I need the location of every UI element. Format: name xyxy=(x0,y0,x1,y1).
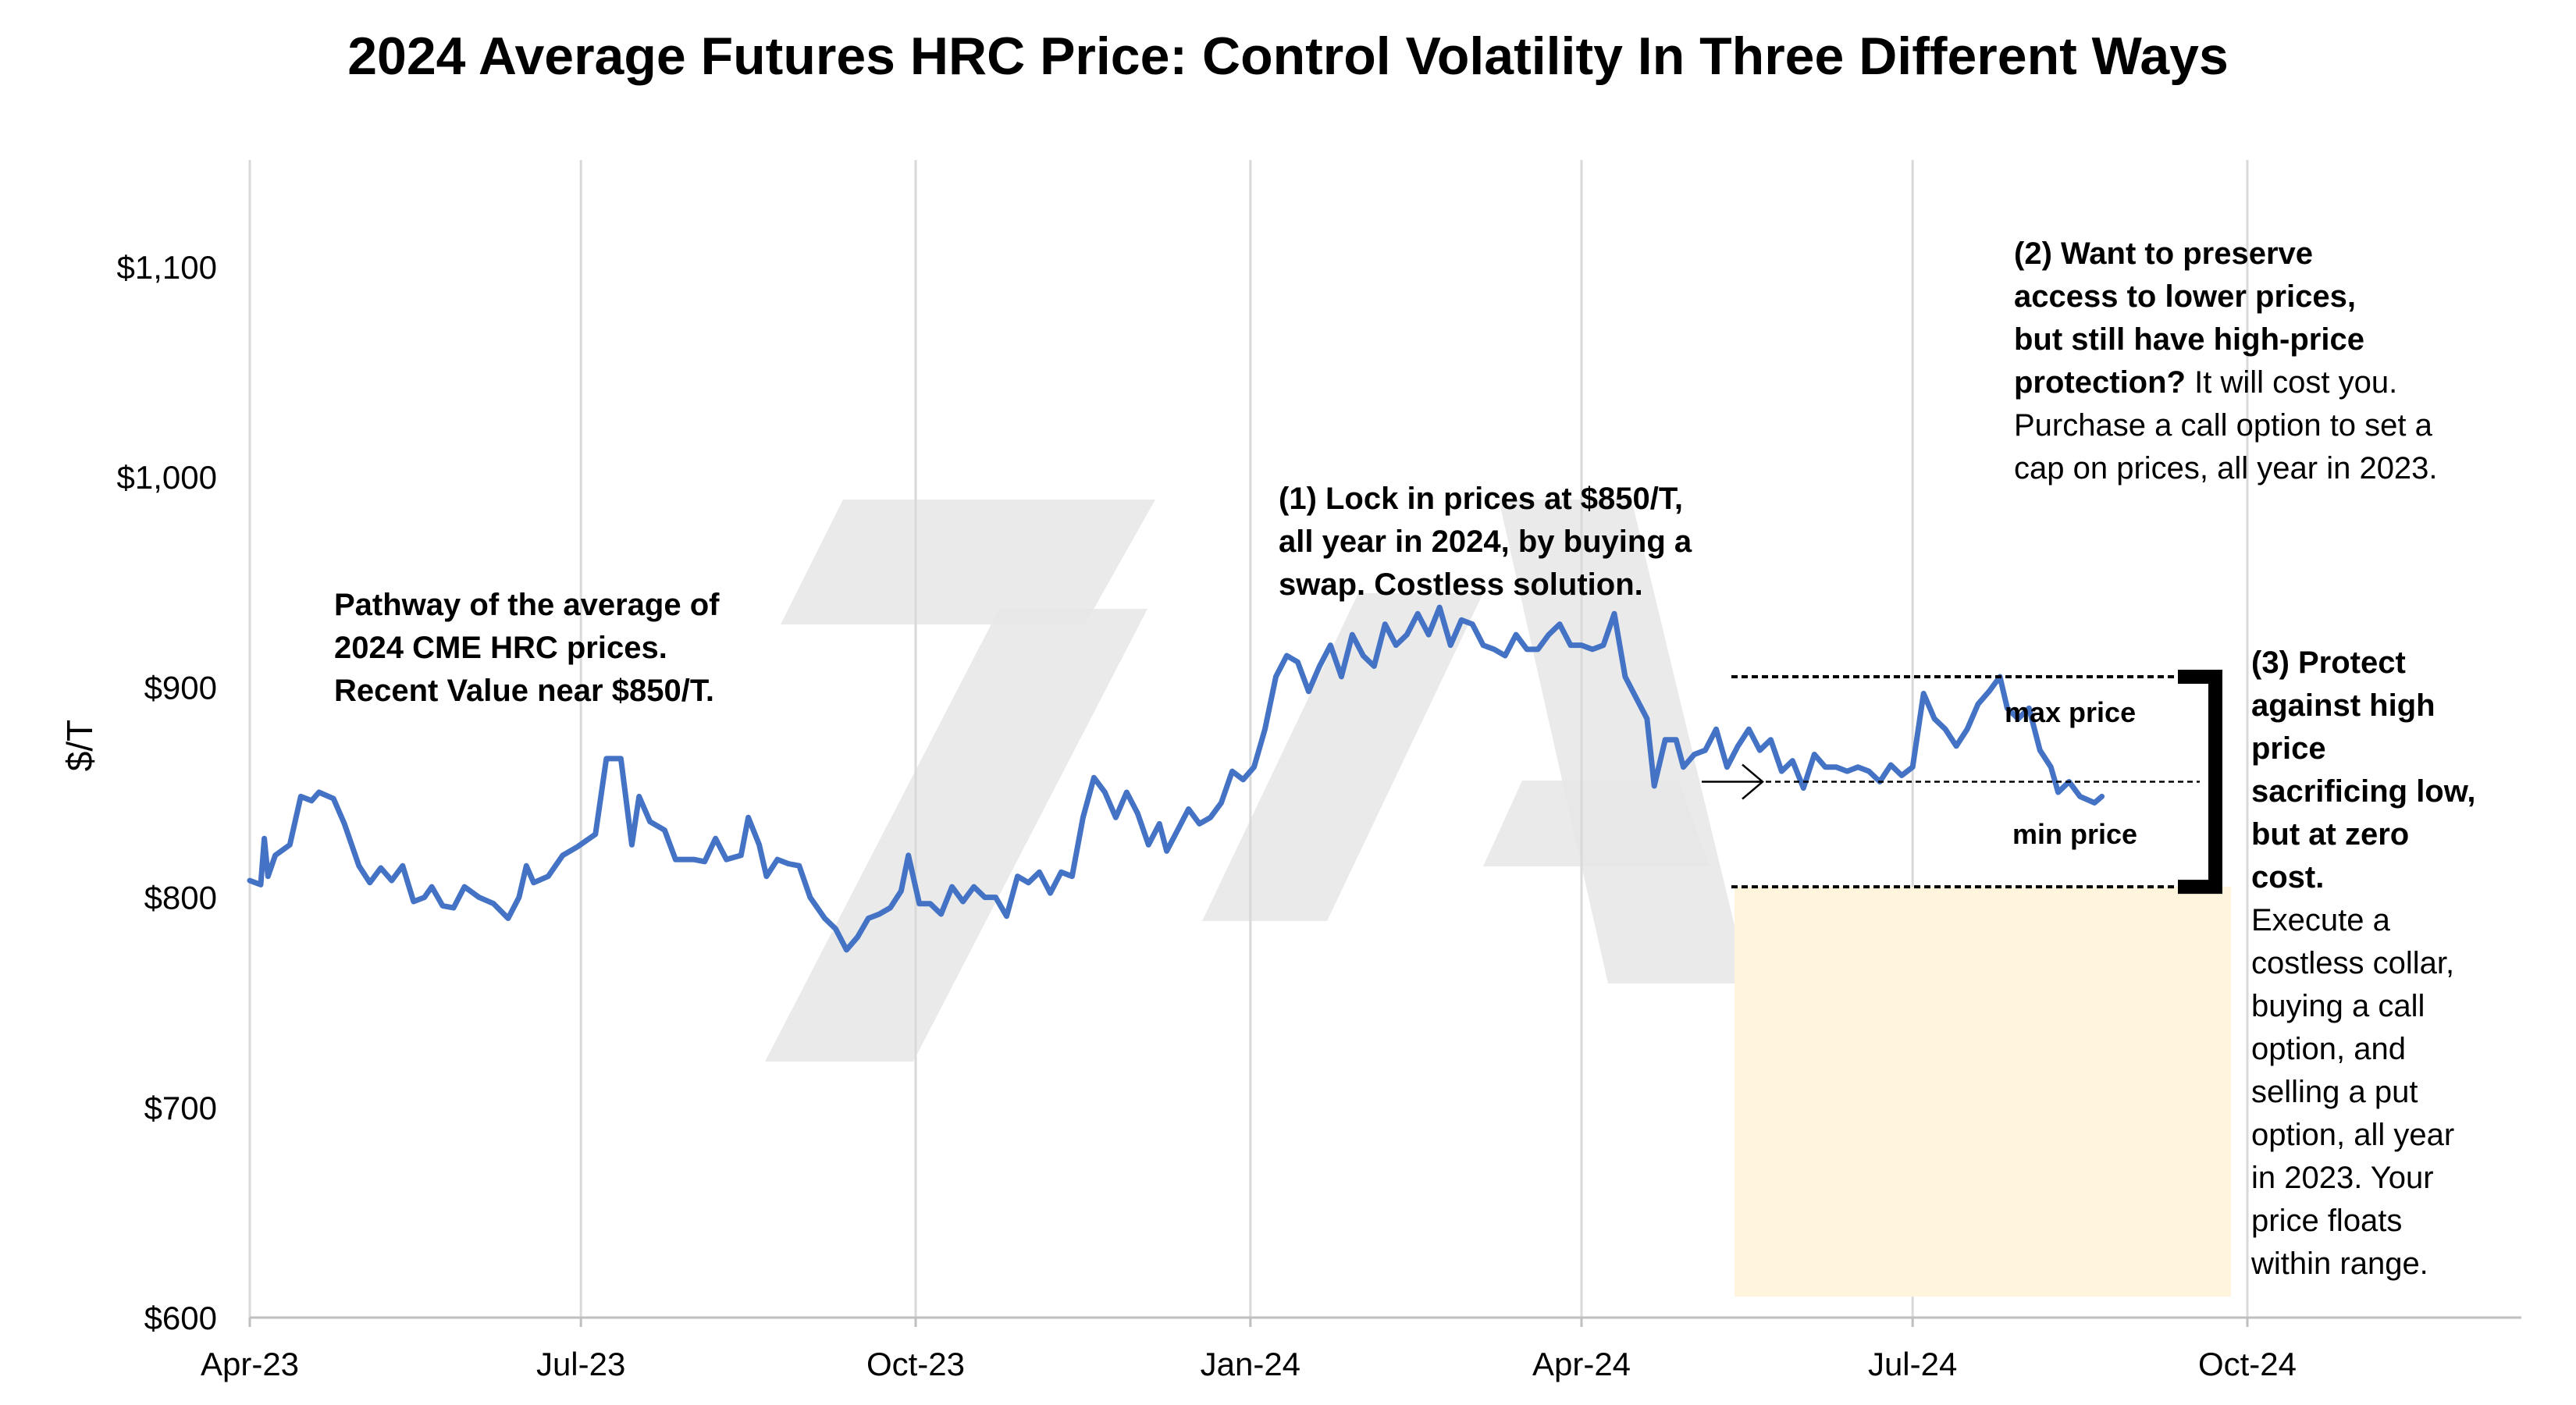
collar-bold-6: cost. xyxy=(2251,860,2325,895)
y-tick-label-600: $600 xyxy=(144,1300,217,1336)
collar-annotation: (3) Protect against high price sacrifici… xyxy=(2251,642,2532,1286)
collar-bold-5: but at zero xyxy=(2251,817,2410,852)
x-tick-label-Jan-24: Jan-24 xyxy=(1201,1346,1300,1382)
y-tick-label-1000: $1,000 xyxy=(117,459,217,496)
y-tick-label-900: $900 xyxy=(144,669,217,706)
watermark-logo xyxy=(765,500,1749,1062)
collar-rest-6: option, all year xyxy=(2251,1118,2455,1152)
swap-line-1: (1) Lock in prices at $850/T, xyxy=(1279,482,1683,516)
series-layer xyxy=(247,604,2105,953)
arrow-head xyxy=(1742,763,1764,800)
min-price-label: min price xyxy=(2012,818,2138,850)
collar-bold-2: against high xyxy=(2251,688,2435,723)
max-price-label: max price xyxy=(2005,696,2137,728)
collar-rest-3: buying a call xyxy=(2251,989,2425,1023)
call-line-1: (2) Want to preserve xyxy=(2014,237,2314,271)
call-line-2: access to lower prices, xyxy=(2014,279,2357,314)
x-axis: Apr-23 Jul-23 Oct-23 Jan-24 Apr-24 Jul-24 Oct-… xyxy=(201,1316,2521,1382)
swap-line-2: all year in 2024, by buying a xyxy=(1279,525,1692,559)
y-axis-label: $/T xyxy=(59,720,100,771)
collar-bold-1: (3) Protect xyxy=(2251,646,2406,680)
call-option-annotation: (2) Want to preserve access to lower pri… xyxy=(2014,233,2451,490)
y-tick-label-1100: $1,100 xyxy=(117,249,217,286)
pathway-line-3: Recent Value near $850/T. xyxy=(334,674,714,708)
chart-title: 2024 Average Futures HRC Price: Control … xyxy=(347,27,2229,86)
hedge-range-layer xyxy=(1735,887,2231,1297)
hedge-lines-layer xyxy=(1702,669,2222,895)
collar-bold-3: price xyxy=(2251,731,2326,766)
call-line-3: but still have high-price xyxy=(2014,322,2364,357)
x-tick-label-Oct-24: Oct-24 xyxy=(2198,1346,2297,1382)
swap-line-3: swap. Costless solution. xyxy=(1279,567,1643,602)
y-axis: $600 $700 $800 $900 $1,000 $1,100 xyxy=(117,249,217,1336)
collar-rest-8: price floats xyxy=(2251,1204,2403,1238)
collar-bold-4: sacrificing low, xyxy=(2251,774,2476,809)
call-line-4: protection? xyxy=(2014,365,2186,400)
x-tick-label-Jul-23: Jul-23 xyxy=(536,1346,625,1382)
x-tick-label-Apr-23: Apr-23 xyxy=(201,1346,299,1382)
swap-annotation: (1) Lock in prices at $850/T, all year i… xyxy=(1279,478,1692,606)
pathway-line-2: 2024 CME HRC prices. xyxy=(334,631,667,665)
x-tick-label-Jul-24: Jul-24 xyxy=(1868,1346,1957,1382)
collar-rest-5: selling a put xyxy=(2251,1075,2418,1109)
collar-rest-2: costless collar, xyxy=(2251,946,2455,980)
collar-rest-7: in 2023. Your xyxy=(2251,1161,2434,1195)
gridlines xyxy=(248,160,2249,1318)
pathway-annotation: Pathway of the average of 2024 CME HRC p… xyxy=(334,584,719,713)
x-tick-label-Oct-23: Oct-23 xyxy=(866,1346,965,1382)
y-tick-label-700: $700 xyxy=(144,1090,217,1126)
call-rest-text: It will cost you. Purchase a call option… xyxy=(2014,365,2438,486)
x-tick-label-Apr-24: Apr-24 xyxy=(1532,1346,1631,1382)
y-tick-label-800: $800 xyxy=(144,880,217,916)
collar-range-bracket xyxy=(2178,669,2222,895)
collar-rest-4: option, and xyxy=(2251,1032,2406,1066)
price-series-line xyxy=(247,604,2105,953)
collar-rest-1: Execute a xyxy=(2251,903,2390,937)
price-floor-band xyxy=(1735,887,2231,1297)
collar-rest-9: within range. xyxy=(2251,1247,2428,1281)
pathway-line-1: Pathway of the average of xyxy=(334,588,720,622)
